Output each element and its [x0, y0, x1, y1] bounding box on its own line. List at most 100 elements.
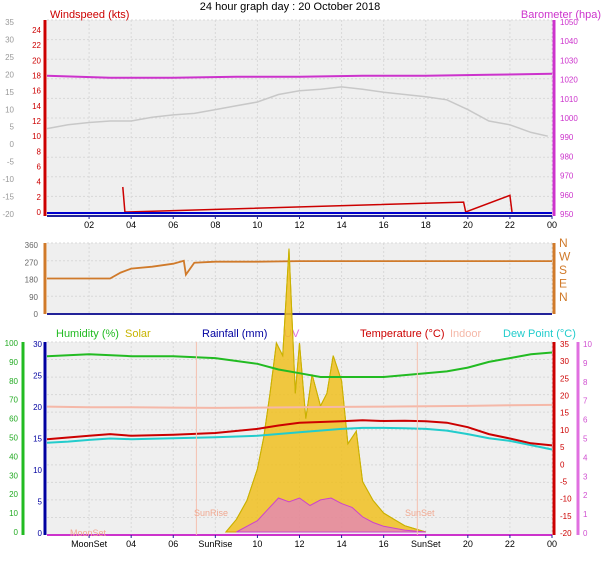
legend: Humidity (%) Solar Rainfall (mm) UV Temp… [56, 328, 576, 340]
temperature-tick-label: 30 [560, 357, 569, 366]
panel-wind-baro: Windspeed (kts) Barometer (hpa) 24222018… [2, 9, 601, 230]
windspeed-series-line [122, 186, 513, 214]
barometer-tick-label: 1040 [560, 37, 578, 46]
panel1-time-tick: 22 [505, 220, 515, 230]
temperature-series-line [46, 419, 553, 447]
windspeed-tick-label: 20 [32, 56, 41, 65]
wind-direction-line [47, 259, 552, 280]
gust-tick-label: -20 [2, 210, 14, 219]
gust-tick-label: -5 [7, 158, 15, 167]
uv-tick-label: 7 [583, 397, 588, 406]
panel3-time-tick: SunRise [198, 539, 232, 549]
uv-tick-label: 8 [583, 378, 588, 387]
windspeed-tick-label: 22 [32, 41, 41, 50]
panel1-time-tick: 00 [547, 220, 557, 230]
direction-tick-label: 180 [25, 276, 39, 285]
uv-tick-label: 6 [583, 416, 588, 425]
panel3-time-tick: 20 [463, 539, 473, 549]
solar-series-line [225, 248, 426, 533]
barometer-tick-label: 980 [560, 152, 574, 161]
windspeed-label: Windspeed (kts) [50, 9, 129, 21]
gust-tick-label: 25 [5, 53, 14, 62]
legend-indoor: Indoor [450, 328, 482, 340]
panel-temp-humidity: Humidity (%) Solar Rainfall (mm) UV Temp… [5, 248, 592, 549]
uv-tick-label: 5 [583, 435, 588, 444]
rainfall-tick-label: 0 [38, 529, 43, 538]
panel3-time-tick: 04 [126, 539, 136, 549]
gust-tick-label: 10 [5, 105, 14, 114]
dewpoint-series-line [46, 426, 553, 451]
panel3-time-tick: 14 [337, 539, 347, 549]
gust-tick-label: 20 [5, 70, 14, 79]
windspeed-tick-label: 2 [37, 193, 42, 202]
temperature-tick-label: -5 [560, 477, 568, 486]
humidity-tick-label: 40 [9, 452, 18, 461]
windspeed-tick-label: 4 [37, 178, 42, 187]
gust-tick-label: 5 [10, 123, 15, 132]
compass-point-label: N [559, 236, 568, 250]
uv-tick-label: 4 [583, 453, 588, 462]
uv-tick-label: 0 [583, 529, 588, 538]
barometer-tick-label: 1030 [560, 56, 578, 65]
barometer-series-line [46, 72, 553, 79]
windspeed-tick-label: 12 [32, 117, 41, 126]
panel3-time-tick: 06 [168, 539, 178, 549]
temperature-tick-label: -10 [560, 495, 572, 504]
temperature-tick-label: -20 [560, 529, 572, 538]
compass-point-label: S [559, 263, 567, 277]
barometer-tick-label: 960 [560, 191, 574, 200]
windspeed-tick-label: 8 [37, 147, 42, 156]
panel3-time-tick: 16 [379, 539, 389, 549]
gust-tick-label: 35 [5, 18, 14, 27]
uv-tick-label: 9 [583, 359, 588, 368]
barometer-tick-label: 1000 [560, 114, 578, 123]
direction-tick-label: 270 [25, 258, 39, 267]
temperature-tick-label: 15 [560, 409, 569, 418]
temperature-tick-label: 20 [560, 392, 569, 401]
panel3-time-tick: SunSet [411, 539, 441, 549]
direction-tick-label: 0 [34, 310, 39, 319]
rainfall-tick-label: 25 [33, 372, 42, 381]
panel1-time-tick: 14 [337, 220, 347, 230]
moonset-event-label: MoonSet [70, 528, 107, 538]
rainfall-tick-label: 10 [33, 466, 42, 475]
rainfall-tick-label: 30 [33, 340, 42, 349]
windspeed-tick-label: 0 [37, 208, 42, 217]
gust-tick-label: -15 [2, 193, 14, 202]
gust-tick-label: 0 [10, 140, 15, 149]
windspeed-tick-label: 16 [32, 87, 41, 96]
windspeed-tick-label: 18 [32, 72, 41, 81]
direction-tick-label: 360 [25, 241, 39, 250]
barometer-tick-label: 970 [560, 172, 574, 181]
gust-series-line [46, 86, 548, 137]
rainfall-tick-label: 20 [33, 403, 42, 412]
legend-humidity: Humidity (%) [56, 328, 119, 340]
uv-tick-label: 1 [583, 510, 588, 519]
indoor-series-line [46, 403, 553, 409]
windspeed-tick-label: 24 [32, 26, 41, 35]
uv-tick-label: 3 [583, 472, 588, 481]
rainfall-tick-label: 5 [38, 498, 43, 507]
barometer-tick-label: 950 [560, 210, 574, 219]
panel3-time-tick: 22 [505, 539, 515, 549]
panel3-time-tick: 00 [547, 539, 557, 549]
humidity-tick-label: 100 [5, 339, 19, 348]
uv-tick-label: 10 [583, 340, 592, 349]
sunrise-event-label: SunRise [194, 508, 228, 518]
panel1-time-tick: 12 [294, 220, 304, 230]
humidity-tick-label: 30 [9, 471, 18, 480]
humidity-tick-label: 60 [9, 415, 18, 424]
panel1-time-tick: 16 [379, 220, 389, 230]
compass-point-label: W [559, 250, 571, 264]
chart-title: 24 hour graph day : 20 October 2018 [200, 1, 380, 13]
panel1-time-tick: 08 [210, 220, 220, 230]
legend-temperature: Temperature (°C) [360, 328, 444, 340]
temperature-tick-label: 25 [560, 374, 569, 383]
humidity-tick-label: 0 [14, 528, 19, 537]
panel3-time-tick: 10 [252, 539, 262, 549]
temperature-tick-label: -15 [560, 512, 572, 521]
panel3-time-tick: 12 [294, 539, 304, 549]
